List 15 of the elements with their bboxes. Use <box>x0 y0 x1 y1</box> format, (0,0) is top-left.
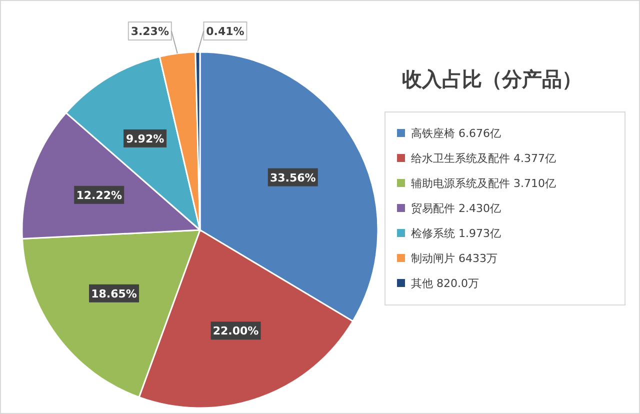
legend-label: 检修系统 1.973亿 <box>411 227 501 240</box>
legend-label: 辅助电源系统及配件 3.710亿 <box>411 177 556 190</box>
data-label: 0.41% <box>206 25 244 38</box>
legend-label: 高铁座椅 6.676亿 <box>411 127 501 140</box>
data-label: 18.65% <box>91 287 137 300</box>
legend-label: 给水卫生系统及配件 4.377亿 <box>411 152 556 165</box>
data-label: 12.22% <box>76 188 122 202</box>
text: 收入占比（分产品） <box>402 67 582 91</box>
legend-label: 制动闸片 6433万 <box>411 252 498 265</box>
legend-label: 其他 820.0万 <box>411 277 479 290</box>
legend-label: 贸易配件 2.430亿 <box>411 202 501 215</box>
data-label: 3.23% <box>130 25 169 38</box>
data-label: 33.56% <box>270 171 316 184</box>
data-label: 22.00% <box>212 324 259 338</box>
data-label: 9.92% <box>126 132 164 146</box>
